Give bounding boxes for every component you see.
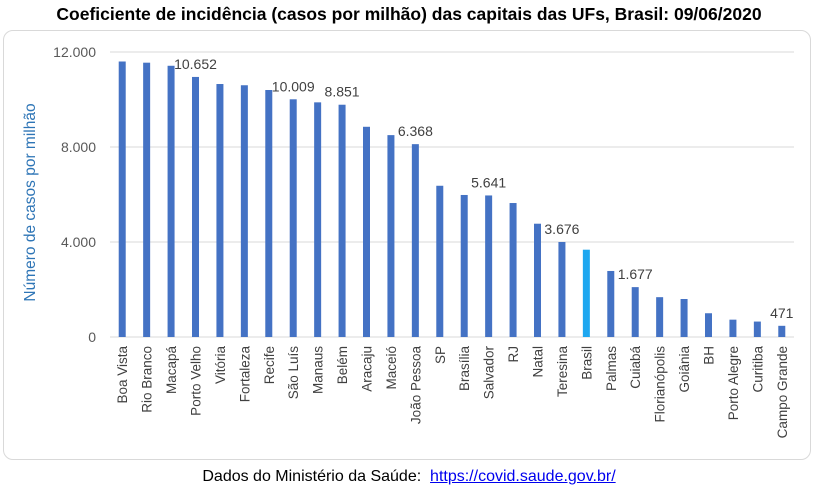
bar — [509, 203, 517, 337]
x-tick-label: Brasil — [579, 346, 594, 380]
bar — [143, 62, 151, 337]
x-tick-label: Natal — [531, 346, 546, 378]
chart-title: Coeficiente de incidência (casos por mil… — [56, 4, 762, 24]
x-tick-label: Curitiba — [750, 346, 765, 393]
bar — [485, 195, 493, 337]
bar — [387, 135, 395, 337]
x-tick-label: Rio Branco — [140, 346, 155, 413]
data-label: 10.009 — [272, 78, 315, 94]
source-text: Dados do Ministério da Saúde: — [202, 468, 422, 485]
data-label: 6.368 — [398, 123, 433, 139]
chart-area: 0 4.000 8.000 12.000 Número de casos por mil… — [3, 30, 811, 460]
bar — [778, 325, 786, 337]
x-tick-label: Florianópolis — [653, 346, 668, 423]
bar — [705, 313, 712, 337]
bar — [338, 104, 346, 337]
x-tick-label: Cuiabá — [628, 346, 643, 389]
x-tick-label: Vitória — [213, 346, 228, 385]
x-tick-label: BH — [702, 346, 717, 365]
data-label: 10.652 — [174, 56, 217, 72]
data-label: 8.851 — [325, 84, 360, 100]
x-tick-label: João Pessoa — [408, 346, 423, 425]
x-tick-label: Brasília — [457, 346, 472, 392]
x-tick-label: Porto Alegre — [726, 346, 741, 420]
bar — [753, 321, 761, 337]
bar — [289, 99, 297, 337]
bar — [167, 65, 175, 338]
data-label: 3.676 — [544, 221, 579, 237]
bar — [631, 287, 639, 337]
y-tick-label: 0 — [88, 329, 96, 345]
bar — [216, 84, 224, 337]
source-line: Dados do Ministério da Saúde: https://co… — [0, 468, 818, 486]
x-tick-label: Goiânia — [677, 346, 692, 393]
bar — [534, 223, 541, 337]
x-tick-label: Boa Vista — [115, 346, 130, 404]
chart-plot: 0 4.000 8.000 12.000 Número de casos por mil… — [22, 44, 794, 438]
y-tick-label: 12.000 — [53, 44, 96, 60]
x-tick-label: Macapá — [164, 346, 179, 395]
y-tick-label: 8.000 — [61, 139, 96, 155]
bar — [680, 299, 688, 337]
x-tick-label: Maceió — [384, 346, 399, 390]
bar — [656, 297, 664, 337]
x-tick-label: Recife — [262, 346, 277, 384]
x-tick-label: Porto Velho — [189, 346, 204, 416]
bar — [240, 85, 248, 337]
data-label: 471 — [770, 305, 794, 321]
bar — [460, 194, 468, 337]
bar — [314, 102, 322, 337]
bar — [558, 242, 566, 337]
x-tick-label: Fortaleza — [237, 346, 252, 403]
x-tick-label: São Luís — [286, 346, 301, 400]
bar — [729, 319, 737, 337]
x-tick-label: Manaus — [311, 346, 326, 394]
bar — [411, 144, 419, 337]
source-link[interactable]: https://covid.saude.gov.br/ — [430, 468, 616, 485]
x-tick-label: Teresina — [555, 346, 570, 398]
data-label: 1.677 — [618, 266, 653, 282]
bar — [607, 270, 615, 337]
bar — [265, 90, 273, 337]
x-tick-label: Belém — [335, 346, 350, 384]
bar — [582, 249, 590, 337]
x-tick-label: Campo Grande — [775, 346, 790, 438]
bar — [118, 61, 126, 337]
x-tick-label: RJ — [506, 346, 521, 363]
bar — [363, 126, 370, 337]
bar — [436, 185, 444, 337]
x-tick-label: Salvador — [482, 346, 497, 400]
y-tick-label: 4.000 — [61, 234, 96, 250]
data-label: 5.641 — [471, 174, 506, 190]
y-axis-title: Número de casos por milhão — [22, 103, 39, 301]
x-tick-label: Palmas — [604, 346, 619, 391]
x-tick-label: SP — [433, 346, 448, 364]
bar — [192, 76, 199, 337]
x-tick-label: Aracaju — [360, 346, 375, 392]
